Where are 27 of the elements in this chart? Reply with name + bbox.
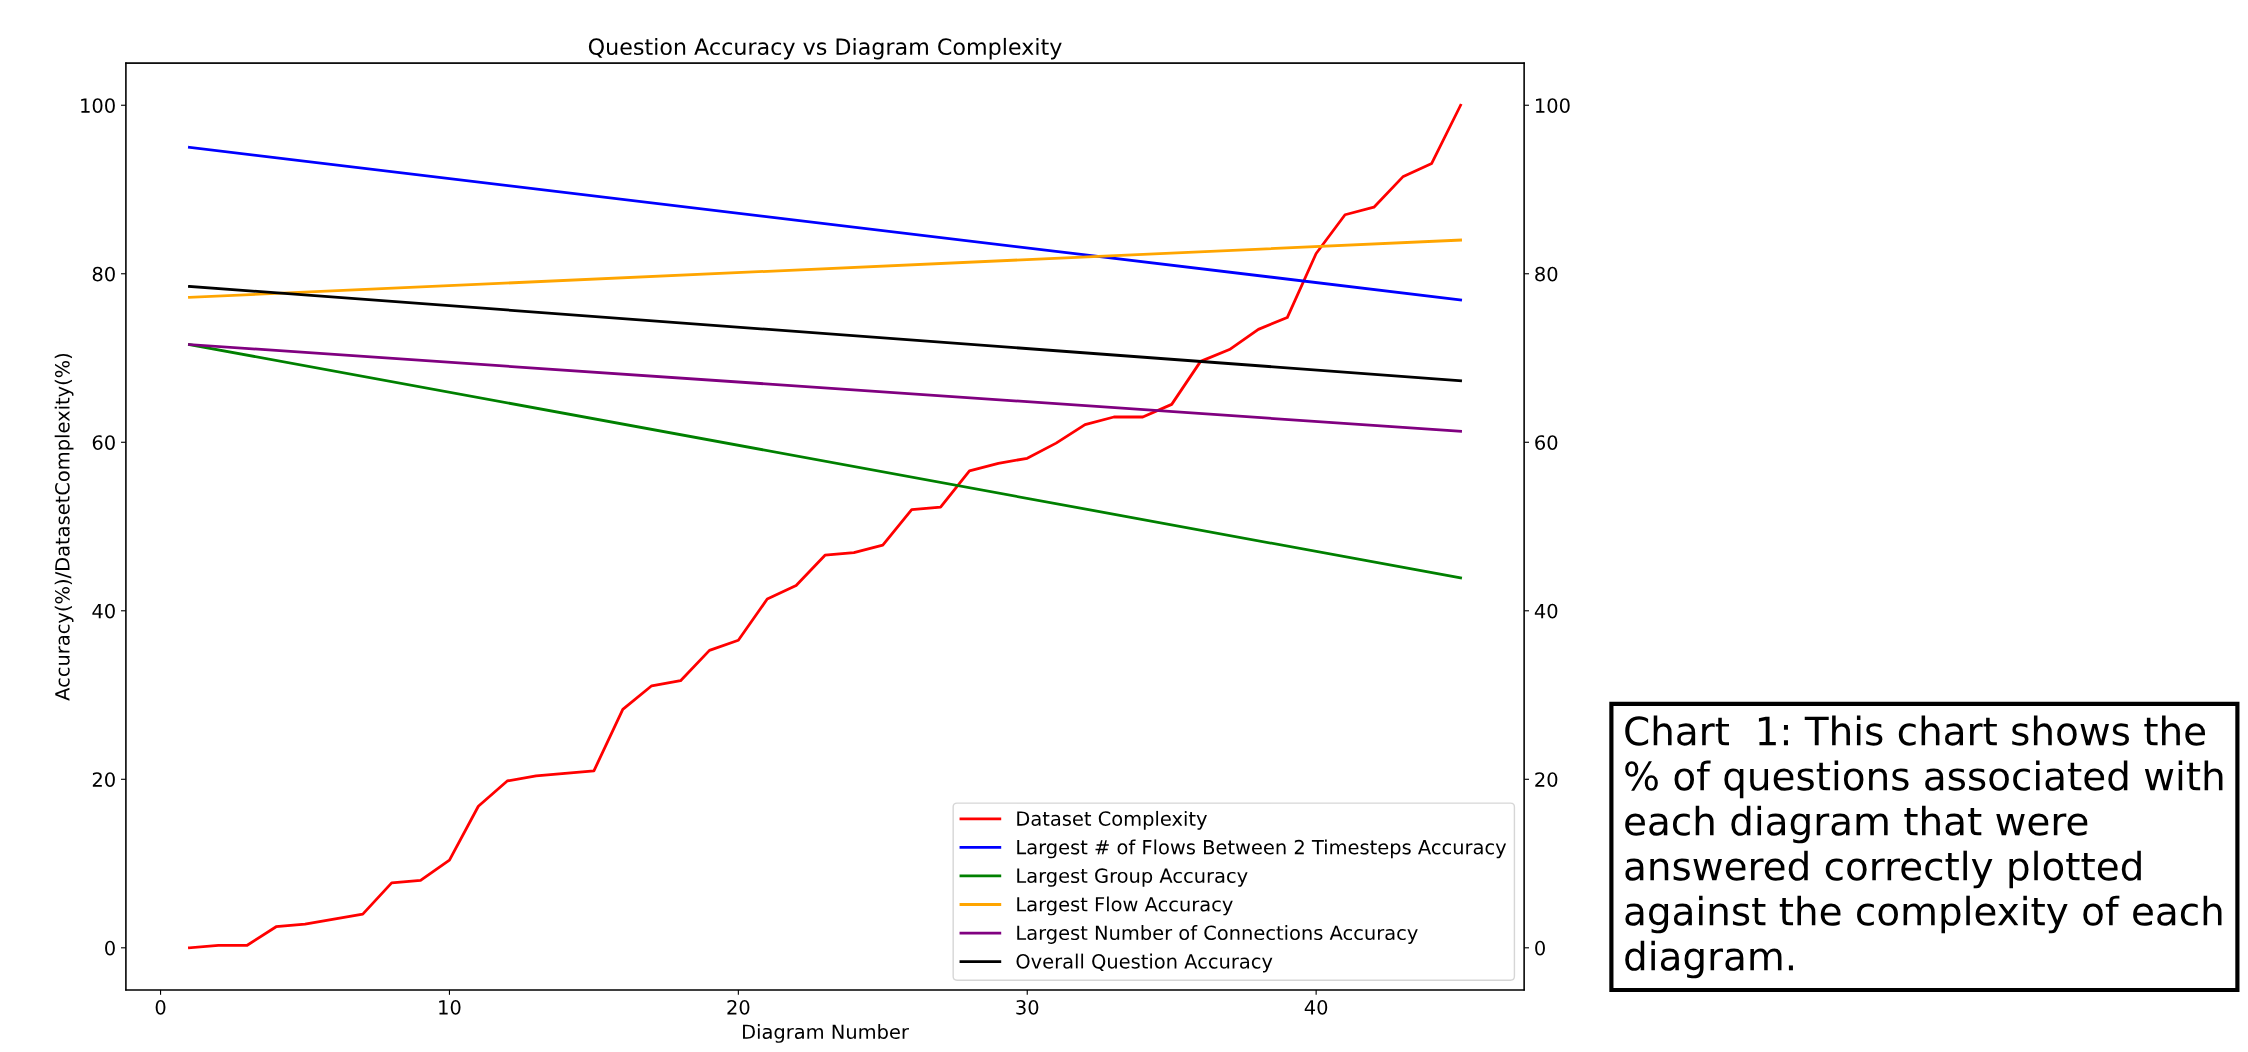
x-tick-label: 30 [1016, 1000, 1039, 1015]
x-axis-title: Diagram Number [743, 1024, 909, 1043]
x-tick-label: 0 [155, 1000, 166, 1015]
y2-tick-label: 40 [1534, 603, 1558, 619]
y-axis-title: Accuracy(%)/DatasetComplexity(%) [54, 353, 74, 701]
x-tick-label: 40 [1304, 1000, 1328, 1015]
y2-tick-label: 80 [1535, 266, 1558, 282]
y-tick-label: 40 [92, 603, 115, 619]
y2-tick-label: 100 [1536, 98, 1570, 113]
legend-label: Largest Number of Connections Accuracy [1017, 925, 1418, 944]
caption: Chart 1: This chart shows the % of questions associated with each diagram that were answered correctly plotted against the complexity of each diagram. [1625, 715, 2223, 979]
x-tick-label: 20 [727, 1000, 750, 1015]
chart-title: Question Accuracy vs Diagram Complexity [588, 37, 1062, 60]
x-tick-label: 10 [439, 1000, 461, 1015]
y-tick-label: 100 [81, 98, 115, 113]
legend-label: Largest # of Flows Between 2 Timesteps Accuracy [1017, 839, 1507, 859]
legend-label: Overall Question Accuracy [1016, 953, 1273, 973]
y-tick-label: 80 [92, 266, 115, 282]
y2-tick-label: 0 [1535, 940, 1545, 956]
y2-tick-label: 60 [1535, 435, 1558, 450]
y-tick-label: 20 [92, 772, 115, 787]
y-tick-label: 60 [92, 435, 115, 450]
y2-tick-label: 20 [1535, 772, 1558, 787]
legend-label: Dataset Complexity [1017, 810, 1207, 830]
legend-label: Largest Group Accuracy [1017, 868, 1248, 887]
y-tick-label: 0 [105, 940, 115, 956]
legend-label: Largest Flow Accuracy [1017, 896, 1233, 916]
